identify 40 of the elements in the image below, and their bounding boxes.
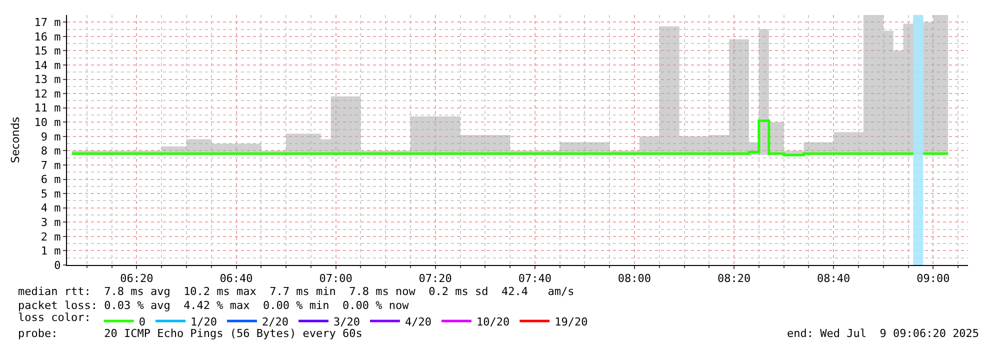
text: median rtt: 7.8 ms avg 10.2 ms max 7.7 ms min 7.8 ms now 0.2 ms sd 42.4 am/s xyxy=(18,285,574,298)
y-tick-label: 15 m xyxy=(34,44,62,58)
y-tick-label: 5 m xyxy=(40,187,62,200)
y-tick-label: 11 m xyxy=(34,102,62,115)
y-tick-label: 8 m xyxy=(40,144,62,158)
y-axis-title: Seconds xyxy=(8,116,22,164)
y-tick-label: 6 m xyxy=(40,173,62,186)
y-tick-label: 14 m xyxy=(34,58,62,72)
x-tick-label: 09:00 xyxy=(916,272,950,286)
text: probe: 20 ICMP Echo Pings (56 Bytes) every 60s xyxy=(18,327,362,340)
text: packet loss: 0.03 % avg 4.42 % max 0.00 % min 0.00 % now xyxy=(18,299,410,312)
legend-label: 2/20 xyxy=(262,315,288,328)
x-tick-label: 07:40 xyxy=(518,272,552,286)
x-tick-label: 08:00 xyxy=(618,272,652,286)
y-tick-label: 4 m xyxy=(40,202,62,215)
y-tick-label: 7 m xyxy=(40,158,62,172)
x-tick-label: 06:40 xyxy=(220,272,253,286)
legend-label: 1/20 xyxy=(190,315,217,328)
y-tick-label: 12 m xyxy=(34,87,62,100)
y-tick-label: 10 m xyxy=(34,116,62,129)
x-tick-label: 06:20 xyxy=(120,272,154,286)
legend-label: 0 xyxy=(138,315,146,328)
x-tick-label: 07:00 xyxy=(319,272,352,286)
y-tick-label: 1 m xyxy=(40,244,62,258)
y-tick-label: 17 m xyxy=(34,16,62,29)
y-tick-label: 0 xyxy=(54,258,61,272)
y-tick-label: 2 m xyxy=(40,230,62,244)
legend-label: 3/20 xyxy=(333,315,360,328)
x-tick-label: 08:20 xyxy=(717,272,751,286)
y-tick-label: 13 m xyxy=(34,73,62,86)
y-tick-label: 3 m xyxy=(40,216,62,229)
y-tick-label: 16 m xyxy=(34,30,62,44)
y-tick-label: 9 m xyxy=(40,130,62,144)
x-tick-label: 07:20 xyxy=(418,272,452,286)
legend-label: 4/20 xyxy=(404,315,432,328)
x-tick-label: 08:40 xyxy=(817,272,850,286)
text: end: Wed Jul 9 09:06:20 2025 xyxy=(787,327,980,340)
legend-label: 19/20 xyxy=(554,315,588,328)
legend-title: loss color: xyxy=(18,310,91,324)
legend-label: 10/20 xyxy=(476,315,510,328)
